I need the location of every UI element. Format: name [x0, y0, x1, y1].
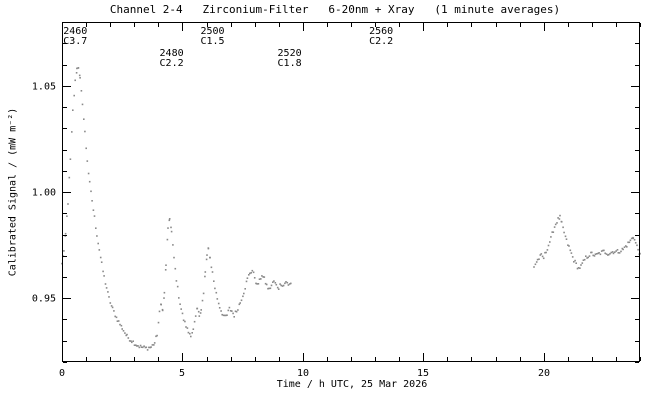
- flare-class-label: C2.2: [369, 36, 393, 47]
- x-tick-label: 15: [417, 368, 429, 379]
- flare-id-label: 2560: [369, 26, 393, 37]
- x-tick-label: 20: [538, 368, 550, 379]
- chart-title: Channel 2-4 Zirconium-Filter 6-20nm + Xr…: [109, 3, 561, 16]
- data-points-segment-1: [61, 67, 292, 351]
- y-tick-label: 1.05: [32, 82, 56, 93]
- x-tick-label: 5: [179, 368, 185, 379]
- flare-id-label: 2460: [63, 26, 87, 37]
- flare-id-label: 2480: [160, 48, 184, 59]
- flare-id-label: 2520: [278, 48, 302, 59]
- flare-class-label: C3.7: [63, 36, 87, 47]
- x-tick-label: 0: [59, 368, 65, 379]
- x-tick-label: 10: [297, 368, 309, 379]
- y-tick-label: 0.95: [32, 294, 56, 305]
- data-points-segment-2: [533, 214, 641, 270]
- axis-ticks: [62, 22, 641, 363]
- flare-id-label: 2500: [200, 26, 224, 37]
- y-tick-label: 1.00: [32, 188, 56, 199]
- x-axis-label: Time / h UTC, 25 Mar 2026: [276, 379, 428, 390]
- flare-class-label: C1.5: [200, 36, 224, 47]
- flare-class-label: C2.2: [160, 58, 184, 69]
- flare-class-label: C1.8: [278, 58, 302, 69]
- plot-frame: [62, 22, 640, 362]
